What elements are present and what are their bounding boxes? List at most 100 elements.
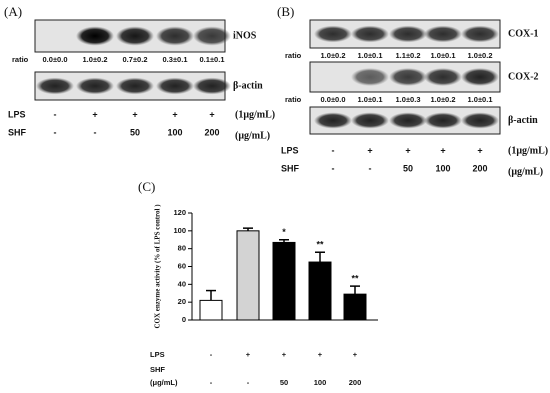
band bbox=[156, 77, 194, 95]
ratio-label: ratio bbox=[12, 55, 29, 64]
row-value: 100 bbox=[314, 378, 327, 387]
ratio-value: 1.0±0.2 bbox=[431, 95, 456, 104]
row-value: + bbox=[405, 145, 410, 155]
row-value: - bbox=[94, 127, 97, 137]
row-value: - bbox=[332, 163, 335, 173]
row-value: 50 bbox=[403, 163, 413, 173]
ratio-value: 1.0±0.3 bbox=[396, 95, 421, 104]
ratio-value: 0.1±0.1 bbox=[200, 55, 225, 64]
row-value: + bbox=[246, 350, 251, 359]
row-label: SHF bbox=[150, 365, 165, 374]
row-unit: (1μg/mL) bbox=[235, 109, 275, 120]
ratio-value: 1.0±0.2 bbox=[83, 55, 108, 64]
bar bbox=[272, 241, 296, 321]
blot-label: iNOS bbox=[233, 30, 257, 41]
band bbox=[76, 26, 114, 46]
ratio-value: 0.0±0.0 bbox=[321, 95, 346, 104]
band bbox=[461, 68, 499, 86]
ratio-value: 0.7±0.2 bbox=[123, 55, 148, 64]
y-tick-label: 20 bbox=[178, 297, 186, 306]
ratio-value: 1.0±0.1 bbox=[431, 51, 456, 60]
row-value: - bbox=[369, 163, 372, 173]
row-value: + bbox=[440, 145, 445, 155]
band bbox=[424, 112, 462, 129]
significance: ** bbox=[351, 273, 359, 283]
row-label: (μg/mL) bbox=[150, 378, 178, 387]
ratio-value: 1.0±0.1 bbox=[358, 51, 383, 60]
row-label: LPS bbox=[8, 109, 26, 119]
row-unit: (1μg/mL) bbox=[508, 145, 548, 156]
ratio-label: ratio bbox=[285, 95, 302, 104]
ratio-value: 1.0±0.1 bbox=[468, 95, 493, 104]
row-value: + bbox=[92, 109, 97, 119]
panel-label: (C) bbox=[138, 179, 155, 194]
row-value: - bbox=[247, 378, 250, 387]
ratio-label: ratio bbox=[285, 51, 302, 60]
y-tick-label: 60 bbox=[178, 261, 186, 270]
row-value: - bbox=[54, 109, 57, 119]
band bbox=[314, 112, 352, 129]
row-label: SHF bbox=[8, 127, 27, 137]
band bbox=[389, 112, 427, 129]
blot-label: β-actin bbox=[508, 115, 538, 126]
band bbox=[461, 112, 499, 129]
row-value: + bbox=[477, 145, 482, 155]
row-value: 200 bbox=[472, 163, 487, 173]
band bbox=[193, 77, 231, 95]
row-value: 100 bbox=[435, 163, 450, 173]
row-value: 50 bbox=[130, 127, 140, 137]
row-value: - bbox=[210, 350, 213, 359]
blot-label: COX-2 bbox=[508, 71, 539, 82]
ratio-value: 1.0±0.2 bbox=[468, 51, 493, 60]
ratio-value: 1.0±0.2 bbox=[321, 51, 346, 60]
ratio-value: 0.0±0.0 bbox=[43, 55, 68, 64]
band bbox=[116, 26, 154, 46]
band bbox=[424, 68, 462, 86]
y-axis-label: COX enzyme activity (% of LPS control ) bbox=[154, 204, 162, 329]
row-value: 200 bbox=[349, 378, 362, 387]
band bbox=[351, 68, 389, 86]
band bbox=[156, 26, 194, 46]
row-value: - bbox=[54, 127, 57, 137]
row-value: + bbox=[282, 350, 287, 359]
row-value: 50 bbox=[280, 378, 288, 387]
significance: ** bbox=[316, 240, 324, 250]
band bbox=[314, 25, 352, 43]
blot-label: β-actin bbox=[233, 80, 263, 91]
row-value: + bbox=[318, 350, 323, 359]
band bbox=[461, 25, 499, 43]
panel-label: (B) bbox=[277, 4, 294, 19]
band bbox=[351, 25, 389, 43]
ratio-value: 0.3±0.1 bbox=[163, 55, 188, 64]
y-tick-label: 80 bbox=[178, 244, 186, 253]
row-unit: (μg/mL) bbox=[508, 166, 543, 177]
band bbox=[76, 77, 114, 95]
blot-label: COX-1 bbox=[508, 28, 539, 39]
row-value: + bbox=[367, 145, 372, 155]
row-label: SHF bbox=[281, 163, 300, 173]
y-tick-label: 0 bbox=[182, 315, 186, 324]
row-value: + bbox=[132, 109, 137, 119]
row-value: - bbox=[332, 145, 335, 155]
band bbox=[193, 26, 231, 46]
significance: * bbox=[282, 227, 286, 237]
row-value: + bbox=[172, 109, 177, 119]
bar bbox=[236, 230, 260, 321]
band bbox=[116, 77, 154, 95]
row-value: + bbox=[209, 109, 214, 119]
band bbox=[36, 77, 74, 95]
bar bbox=[343, 293, 367, 321]
row-unit: (μg/mL) bbox=[235, 130, 270, 141]
band bbox=[389, 25, 427, 43]
band bbox=[389, 68, 427, 86]
bar bbox=[199, 299, 223, 321]
bar bbox=[308, 261, 332, 321]
row-value: - bbox=[210, 378, 213, 387]
panel-label: (A) bbox=[4, 4, 22, 19]
row-label: LPS bbox=[150, 350, 165, 359]
row-value: + bbox=[353, 350, 358, 359]
ratio-value: 1.1±0.2 bbox=[396, 51, 421, 60]
row-value: 100 bbox=[167, 127, 182, 137]
band bbox=[424, 25, 462, 43]
